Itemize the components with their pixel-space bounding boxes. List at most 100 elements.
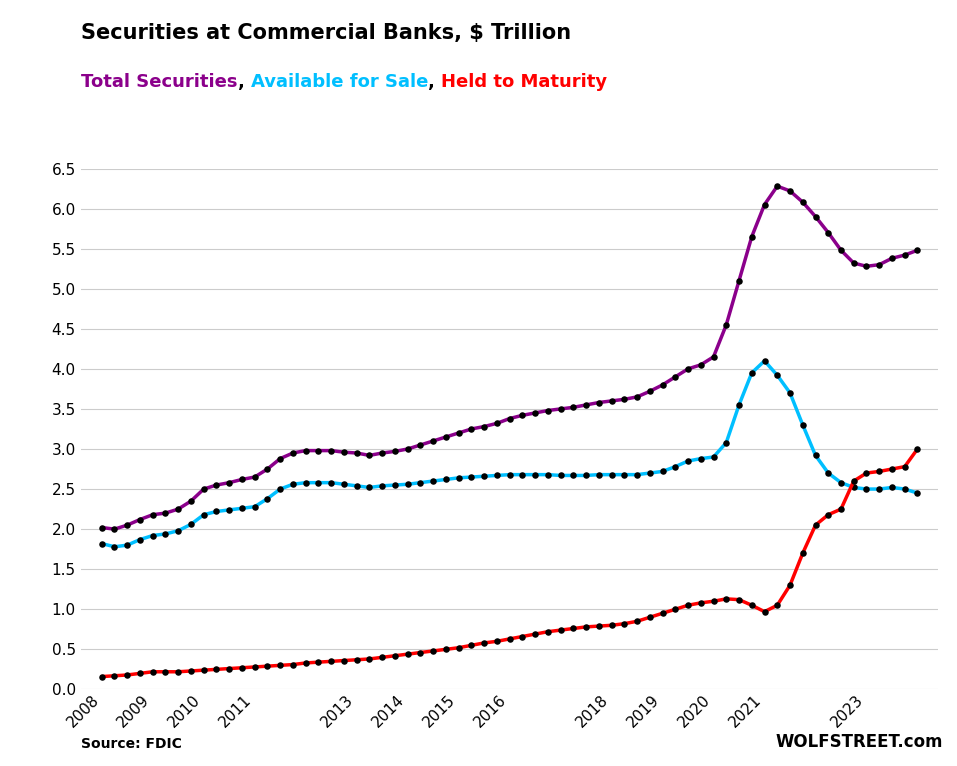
Point bbox=[604, 469, 619, 481]
Point bbox=[464, 471, 479, 483]
Point bbox=[910, 443, 925, 455]
Point bbox=[323, 655, 339, 667]
Point bbox=[706, 451, 722, 463]
Point bbox=[642, 467, 657, 480]
Point bbox=[872, 465, 887, 477]
Point bbox=[388, 650, 403, 662]
Point bbox=[234, 502, 250, 515]
Point bbox=[680, 455, 696, 467]
Point bbox=[196, 664, 211, 676]
Point bbox=[336, 446, 351, 458]
Point bbox=[591, 469, 607, 481]
Point bbox=[566, 401, 581, 414]
Point bbox=[489, 635, 504, 647]
Point bbox=[693, 597, 708, 609]
Point bbox=[745, 599, 760, 611]
Point bbox=[209, 663, 224, 676]
Point bbox=[655, 607, 670, 620]
Point bbox=[757, 606, 772, 618]
Point bbox=[858, 260, 874, 273]
Point bbox=[94, 538, 109, 550]
Point bbox=[259, 660, 275, 673]
Text: Total Securities: Total Securities bbox=[81, 73, 238, 90]
Point bbox=[273, 483, 288, 495]
Point bbox=[120, 519, 135, 532]
Point bbox=[285, 478, 300, 490]
Point bbox=[298, 656, 313, 669]
Point bbox=[323, 476, 339, 489]
Point bbox=[132, 533, 147, 545]
Point bbox=[259, 493, 275, 505]
Point bbox=[451, 642, 466, 654]
Text: Held to Maturity: Held to Maturity bbox=[441, 73, 608, 90]
Point bbox=[374, 651, 389, 663]
Point bbox=[184, 495, 199, 507]
Point bbox=[616, 617, 632, 630]
Point bbox=[757, 355, 772, 367]
Point bbox=[795, 196, 811, 208]
Point bbox=[668, 371, 683, 383]
Point bbox=[630, 469, 645, 481]
Point bbox=[349, 653, 365, 666]
Point bbox=[285, 659, 300, 671]
Point bbox=[655, 465, 670, 477]
Point bbox=[897, 483, 912, 495]
Point bbox=[769, 599, 785, 611]
Point bbox=[515, 630, 530, 643]
Point bbox=[783, 185, 798, 197]
Point bbox=[553, 470, 568, 482]
Point bbox=[795, 419, 811, 431]
Point bbox=[834, 503, 849, 516]
Point bbox=[515, 409, 530, 421]
Point bbox=[502, 469, 518, 481]
Point bbox=[374, 447, 389, 459]
Point bbox=[451, 427, 466, 439]
Point bbox=[872, 483, 887, 495]
Point bbox=[910, 244, 925, 257]
Point bbox=[221, 476, 236, 489]
Text: WOLFSTREET.com: WOLFSTREET.com bbox=[775, 733, 943, 751]
Point bbox=[426, 475, 441, 487]
Point bbox=[362, 481, 377, 493]
Point bbox=[808, 211, 823, 223]
Point bbox=[132, 667, 147, 679]
Point bbox=[400, 648, 415, 660]
Point bbox=[170, 525, 186, 537]
Point bbox=[846, 481, 861, 493]
Point bbox=[897, 460, 912, 473]
Point bbox=[184, 665, 199, 677]
Point bbox=[783, 579, 798, 591]
Point bbox=[158, 666, 173, 678]
Point bbox=[527, 407, 543, 419]
Point bbox=[808, 450, 823, 462]
Point bbox=[808, 519, 823, 532]
Point bbox=[336, 478, 351, 490]
Point bbox=[616, 393, 632, 405]
Point bbox=[884, 252, 900, 264]
Point bbox=[311, 476, 326, 489]
Point bbox=[731, 399, 746, 411]
Point bbox=[412, 476, 428, 489]
Point bbox=[872, 259, 887, 271]
Point bbox=[578, 399, 593, 411]
Point bbox=[540, 626, 555, 638]
Point bbox=[769, 369, 785, 381]
Point bbox=[846, 257, 861, 269]
Point bbox=[132, 513, 147, 525]
Point bbox=[464, 639, 479, 651]
Point bbox=[566, 470, 581, 482]
Point bbox=[145, 509, 161, 521]
Point bbox=[858, 483, 874, 495]
Point bbox=[706, 351, 722, 363]
Point bbox=[438, 473, 454, 486]
Point bbox=[783, 387, 798, 399]
Point bbox=[884, 463, 900, 475]
Point bbox=[680, 363, 696, 375]
Point bbox=[477, 470, 492, 483]
Point bbox=[426, 645, 441, 657]
Point bbox=[145, 529, 161, 542]
Point bbox=[170, 666, 186, 678]
Point bbox=[107, 523, 122, 535]
Point bbox=[719, 593, 734, 605]
Point bbox=[184, 518, 199, 530]
